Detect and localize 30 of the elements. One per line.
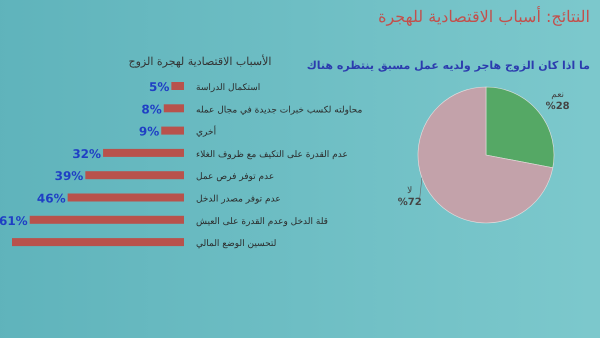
text: النتائج: أسباب الاقتصادية للهجرة	[378, 6, 590, 26]
data-label: 9%	[138, 124, 160, 139]
bar	[12, 238, 184, 246]
chart-title: ما اذا كان الزوج هاجر ولديه عمل مسبق ينتظره هناك	[306, 59, 590, 72]
bar	[68, 194, 184, 202]
y-tick-label: قلة الدخل وعدم القدرة على العيش	[196, 216, 328, 227]
data-label: 46%	[36, 192, 66, 206]
bar	[30, 216, 184, 224]
bar	[164, 104, 184, 112]
y-tick-label: عدم القدرة على التكيف مع ظروف الغلاء	[196, 150, 348, 160]
y-tick-label: محاولته لكسب خبرات جديدة في مجال عمله	[196, 105, 362, 116]
slice-label: لا	[407, 186, 412, 196]
y-tick-label: أخري	[196, 126, 216, 138]
data-label: 39%	[54, 169, 84, 184]
bar	[161, 126, 184, 135]
y-tick-label: لتحسين الوضع المالي	[196, 239, 276, 250]
data-label: %28	[546, 101, 570, 112]
slice-label: نعم	[551, 90, 564, 100]
y-tick-label: عدم توفر فرص عمل	[196, 172, 274, 182]
y-tick-label: استكمال الدراسة	[196, 83, 260, 93]
data-label: 8%	[141, 102, 162, 116]
y-tick-label: عدم توفر مصدر الدخل	[196, 194, 281, 204]
chart-title: الأسباب الاقتصادية لهجرة الزوج	[128, 54, 272, 68]
bar	[171, 82, 184, 90]
bar	[103, 148, 184, 157]
data-label: %72	[398, 197, 422, 208]
data-label: 32%	[72, 146, 102, 161]
data-label: 5%	[148, 80, 170, 94]
data-label: 61%	[0, 214, 28, 228]
bar	[85, 171, 184, 180]
